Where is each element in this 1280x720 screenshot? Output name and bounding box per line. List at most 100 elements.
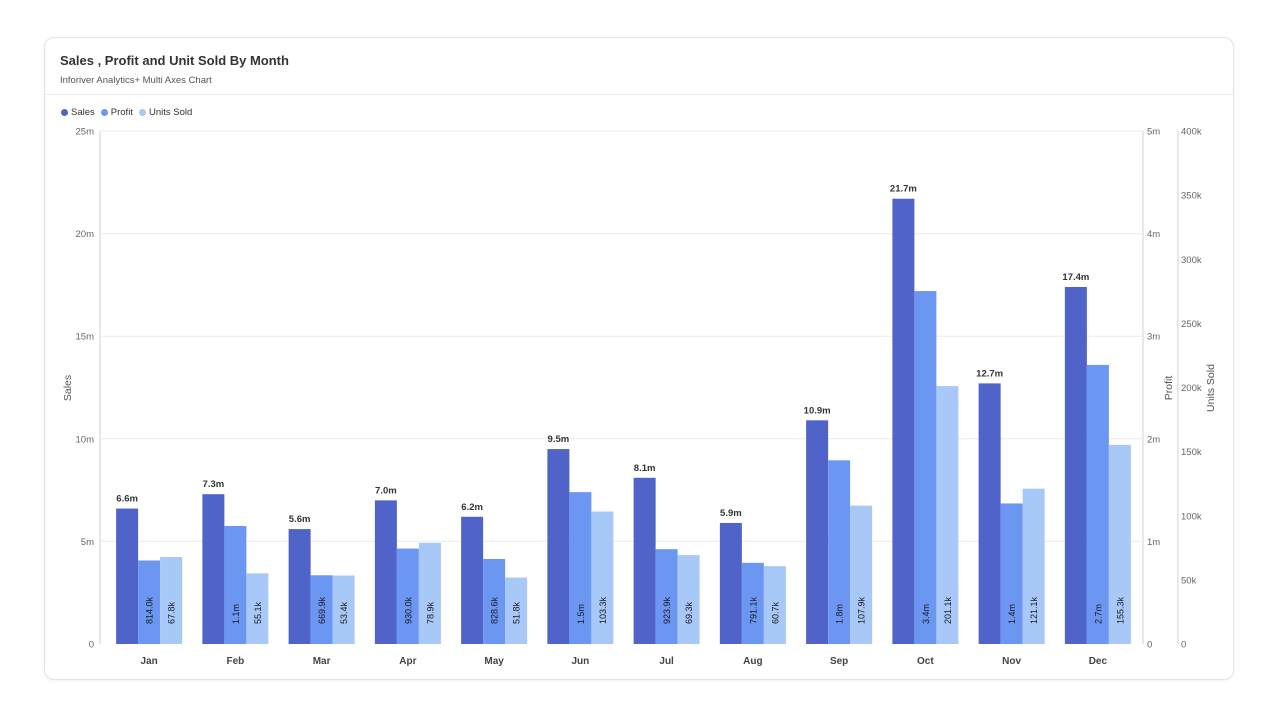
profit-axis-tick-label: 4m [1147,229,1160,240]
header-divider [45,94,1233,95]
sales-bar [978,383,1001,644]
profit-bar [828,460,851,644]
units-sold-data-label: 69.3k [684,601,694,624]
profit-data-label: 1.8m [835,604,845,624]
profit-bar [569,492,592,644]
sales-axis-tick-label: 5m [81,537,94,548]
profit-bar [1000,503,1023,644]
units-sold-data-label: 55.1k [253,601,263,624]
units-sold-bar [1108,444,1131,644]
sales-axis-tick-label: 25m [76,127,95,138]
sales-bar [719,522,742,644]
units-sold-bar [418,542,441,644]
sales-data-label: 21.7m [890,184,917,195]
x-axis-tick-label: Jan [141,656,158,667]
legend-item-sales[interactable]: Sales [61,107,95,118]
x-axis-tick-label: Sep [830,656,848,667]
sales-bar [374,500,397,644]
profit-data-label: 1.1m [231,604,241,624]
units-sold-data-label: 121.1k [1029,596,1039,624]
units-sold-data-label: 201.1k [943,596,953,624]
profit-data-label: 2.7m [1093,604,1103,624]
profit-data-label: 828.6k [490,596,500,624]
profit-data-label: 930.0k [403,596,413,624]
units-axis-title: Units Sold [1205,364,1217,412]
sales-data-label: 7.3m [203,479,225,490]
units-axis-tick-label: 50k [1181,575,1197,586]
profit-bar [1086,364,1109,644]
units-sold-data-label: 53.4k [339,601,349,624]
profit-axis-tick-label: 0 [1147,640,1152,651]
legend-swatch-profit [100,109,108,116]
units-sold-bar [677,555,700,644]
units-sold-bar [1022,488,1045,644]
sales-data-label: 10.9m [804,405,831,416]
units-sold-data-label: 155.3k [1115,596,1125,624]
units-sold-bar [850,505,873,644]
sales-bar [288,529,311,644]
profit-data-label: 791.1k [748,596,758,624]
sales-data-label: 17.4m [1062,272,1089,283]
profit-axis-tick-label: 1m [1147,537,1160,548]
legend: Sales Profit Units Sold [61,107,192,118]
profit-axis-title: Profit [1163,376,1175,401]
legend-item-profit[interactable]: Profit [100,107,133,118]
units-sold-bar [332,575,355,644]
sales-data-label: 5.6m [289,514,311,525]
profit-data-label: 1.4m [1007,604,1017,624]
units-sold-data-label: 107.9k [857,596,867,624]
units-sold-data-label: 103.3k [598,596,608,624]
sales-bar [116,508,139,644]
profit-data-label: 3.4m [921,604,931,624]
sales-axis-tick-label: 20m [76,229,95,240]
chart-subtitle: Inforiver Analytics+ Multi Axes Chart [60,75,212,86]
sales-bar [806,420,829,644]
profit-data-label: 669.9k [317,596,327,624]
units-sold-bar [763,566,786,644]
x-axis-tick-label: Oct [917,656,934,667]
legend-label-units-sold: Units Sold [148,107,193,118]
sales-data-label: 9.5m [548,434,570,445]
profit-bar [310,575,333,644]
units-axis-tick-label: 400k [1181,127,1202,138]
sales-data-label: 7.0m [375,485,397,496]
profit-data-label: 923.9k [662,596,672,624]
profit-axis-tick-label: 2m [1147,434,1160,445]
units-axis-tick-label: 350k [1181,191,1202,202]
units-axis-tick-label: 250k [1181,319,1202,330]
x-axis-tick-label: Mar [313,656,331,667]
profit-bar [741,562,764,644]
x-axis-tick-label: Feb [226,656,244,667]
sales-axis-tick-label: 0 [89,640,94,651]
profit-bar [655,549,678,644]
units-axis-tick-label: 200k [1181,383,1202,394]
units-axis-tick-label: 100k [1181,511,1202,522]
sales-data-label: 5.9m [720,508,742,519]
profit-axis-tick-label: 5m [1147,127,1160,138]
legend-swatch-sales [61,109,68,116]
x-axis-tick-label: Dec [1089,656,1108,667]
sales-data-label: 8.1m [634,463,656,474]
units-sold-bar [591,511,614,644]
sales-axis-tick-label: 10m [76,434,95,445]
units-axis-tick-label: 150k [1181,447,1202,458]
sales-bar [892,198,915,644]
x-axis-tick-label: Apr [399,656,416,667]
legend-item-units-sold[interactable]: Units Sold [138,107,193,118]
sales-data-label: 6.2m [461,502,483,513]
profit-bar [396,548,419,644]
profit-data-label: 1.5m [576,604,586,624]
units-sold-data-label: 67.8k [167,601,177,624]
sales-data-label: 6.6m [116,494,138,505]
profit-bar [138,560,161,644]
x-axis-tick-label: Aug [743,656,762,667]
x-axis-tick-label: Nov [1002,656,1021,667]
profit-bar [224,526,247,644]
sales-axis-title: Sales [62,375,74,401]
sales-bar [202,494,225,644]
legend-label-sales: Sales [71,107,95,118]
units-axis-tick-label: 0 [1181,640,1186,651]
x-axis-tick-label: Jul [659,656,674,667]
units-sold-data-label: 60.7k [770,601,780,624]
